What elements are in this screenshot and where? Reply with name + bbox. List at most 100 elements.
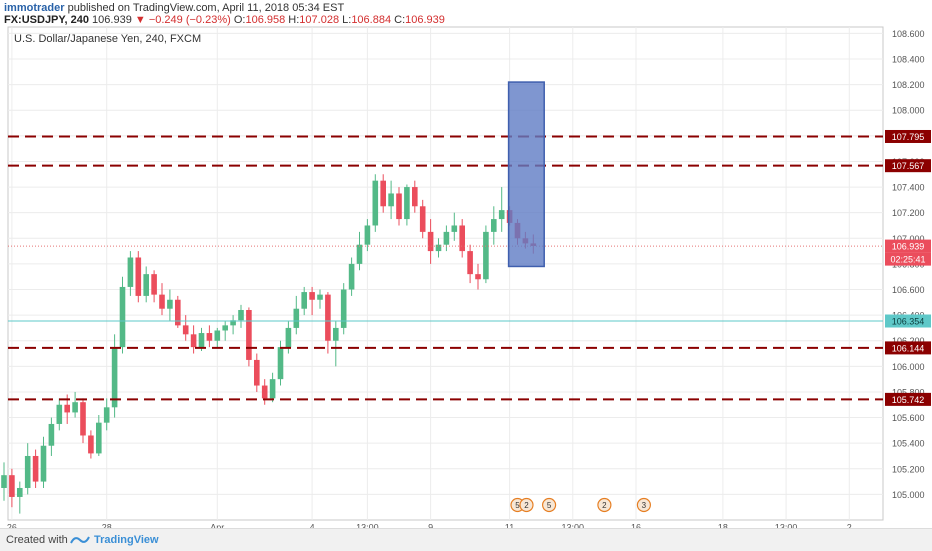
candle-body[interactable] — [64, 404, 70, 413]
event-flag-icon[interactable] — [519, 497, 534, 513]
candle-body[interactable] — [451, 225, 458, 232]
level-price-label-bg — [885, 341, 931, 355]
candle-body[interactable] — [467, 251, 473, 275]
candle-body[interactable] — [24, 455, 31, 488]
candle-body[interactable] — [222, 325, 228, 331]
event-flag-icon[interactable] — [541, 497, 557, 513]
candle-body[interactable] — [435, 244, 442, 252]
candle-body[interactable] — [301, 292, 307, 309]
candle-body[interactable] — [364, 225, 371, 245]
candle-body[interactable] — [475, 274, 481, 280]
level-price-label-bg — [885, 159, 931, 173]
close-label: C: — [394, 14, 406, 26]
candle-body[interactable] — [427, 231, 434, 252]
current-price-text: 106.939 — [92, 14, 132, 26]
candle-body[interactable] — [190, 334, 197, 348]
event-count-label: 2 — [524, 501, 529, 510]
candle-body[interactable] — [388, 193, 394, 207]
candle-body[interactable] — [340, 289, 347, 328]
event-flag-icon[interactable] — [636, 497, 652, 513]
candle-body[interactable] — [317, 294, 323, 300]
candle-body[interactable] — [1, 475, 7, 488]
ohlc-line: FX:USDJPY, 240 106.939 ▼ −0.249 (−0.23%)… — [4, 14, 445, 26]
candle-body[interactable] — [88, 435, 94, 454]
candle-body[interactable] — [48, 423, 55, 446]
event-flag-icon[interactable] — [597, 497, 612, 513]
open-value: 106.958 — [245, 14, 286, 26]
candle-body[interactable] — [325, 294, 331, 341]
candle-body[interactable] — [372, 180, 379, 226]
candle-body[interactable] — [261, 385, 268, 399]
candle-body[interactable] — [277, 347, 284, 380]
candle-body[interactable] — [459, 225, 465, 252]
candle-body[interactable] — [238, 309, 244, 321]
candle-body[interactable] — [356, 244, 363, 264]
current-price-label-bg — [885, 239, 931, 253]
candle-body[interactable] — [111, 347, 118, 408]
x-tick-label: 2 — [847, 522, 852, 528]
candle-body[interactable] — [182, 325, 189, 335]
level-price-label-bg — [885, 314, 931, 328]
candle-body[interactable] — [17, 487, 23, 497]
candle-body[interactable] — [333, 327, 339, 341]
down-arrow-icon: ▼ — [134, 14, 146, 26]
candle-body[interactable] — [167, 299, 173, 309]
range-rectangle[interactable] — [507, 81, 545, 268]
y-tick-label: 105.000 — [892, 490, 925, 500]
candle-body[interactable] — [159, 294, 165, 309]
candle-body[interactable] — [246, 309, 252, 360]
candle-body[interactable] — [309, 292, 315, 300]
candle-body[interactable] — [72, 402, 78, 413]
y-tick-label: 107.200 — [892, 208, 925, 218]
candle-body[interactable] — [143, 274, 149, 296]
candle-body[interactable] — [151, 274, 157, 295]
candle-body[interactable] — [32, 455, 39, 482]
candle-body[interactable] — [269, 379, 276, 399]
price-chart[interactable]: 108.600108.400108.200108.000107.800107.6… — [0, 0, 932, 528]
candle-body[interactable] — [119, 286, 126, 348]
candle-body[interactable] — [419, 206, 426, 232]
candle-body[interactable] — [483, 231, 489, 280]
candle-body[interactable] — [56, 404, 63, 424]
candle-body[interactable] — [348, 263, 355, 290]
candle-body[interactable] — [96, 422, 102, 454]
candle-body[interactable] — [396, 193, 402, 220]
candle-body[interactable] — [254, 359, 260, 386]
author-link[interactable]: immotrader — [4, 2, 65, 14]
x-tick-label: 13:00 — [356, 522, 379, 528]
candle-body[interactable] — [404, 187, 410, 220]
candle-body[interactable] — [380, 180, 386, 207]
level-price-label-bg — [885, 129, 931, 143]
level-price-label-bg — [885, 392, 931, 406]
x-tick-label: 28 — [102, 522, 112, 528]
candle-body[interactable] — [198, 333, 205, 348]
close-value: 106.939 — [405, 14, 445, 26]
level-price-label: 106.354 — [892, 317, 925, 327]
tradingview-brand[interactable]: TradingView — [94, 534, 159, 546]
candle-body[interactable] — [80, 402, 86, 436]
low-label: L: — [342, 14, 352, 26]
candle-body[interactable] — [40, 445, 47, 482]
level-price-label: 107.567 — [892, 161, 925, 171]
candle-body[interactable] — [230, 320, 236, 326]
candle-body[interactable] — [491, 219, 497, 232]
created-with-label: Created with — [6, 534, 68, 546]
candle-body[interactable] — [206, 333, 213, 341]
candle-body[interactable] — [498, 210, 505, 220]
y-tick-label: 106.600 — [892, 285, 925, 295]
change-value: −0.249 (−0.23%) — [148, 14, 231, 26]
candle-body[interactable] — [293, 308, 300, 328]
candle-body[interactable] — [443, 231, 450, 245]
candle-body[interactable] — [103, 407, 110, 423]
y-tick-label: 105.800 — [892, 387, 925, 397]
candle-body[interactable] — [135, 257, 142, 296]
candle-body[interactable] — [214, 330, 221, 341]
candle-body[interactable] — [412, 187, 418, 207]
candle-body[interactable] — [175, 299, 181, 326]
event-count-label: 5 — [515, 501, 520, 510]
x-tick-label: 18 — [718, 522, 728, 528]
candle-body[interactable] — [9, 475, 15, 497]
y-tick-label: 108.600 — [892, 29, 925, 39]
candle-body[interactable] — [285, 327, 292, 348]
candle-body[interactable] — [127, 257, 134, 287]
